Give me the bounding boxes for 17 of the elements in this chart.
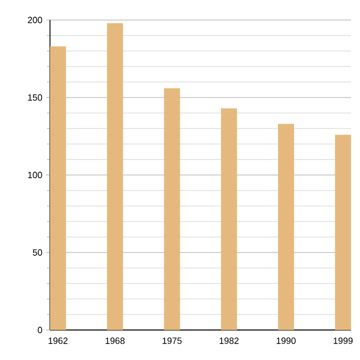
bar: [221, 108, 238, 330]
bar: [278, 124, 294, 330]
y-tick-label: 150: [28, 94, 42, 101]
y-tick-label: 100: [28, 172, 42, 178]
x-tick-label: 1999: [334, 338, 353, 344]
x-tick-label: 1975: [162, 338, 182, 344]
bar: [164, 88, 180, 330]
bar: [335, 134, 352, 330]
y-tick-label: 50: [32, 249, 42, 256]
x-tick-label: 1990: [276, 338, 296, 344]
x-tick-label: 1968: [106, 338, 125, 344]
bar: [50, 46, 66, 330]
bar: [106, 23, 123, 330]
y-tick-label: 200: [28, 16, 42, 24]
x-tick-label: 1982: [220, 338, 239, 344]
x-tick-label: 1962: [48, 338, 68, 344]
y-tick-label: 0: [38, 326, 42, 334]
